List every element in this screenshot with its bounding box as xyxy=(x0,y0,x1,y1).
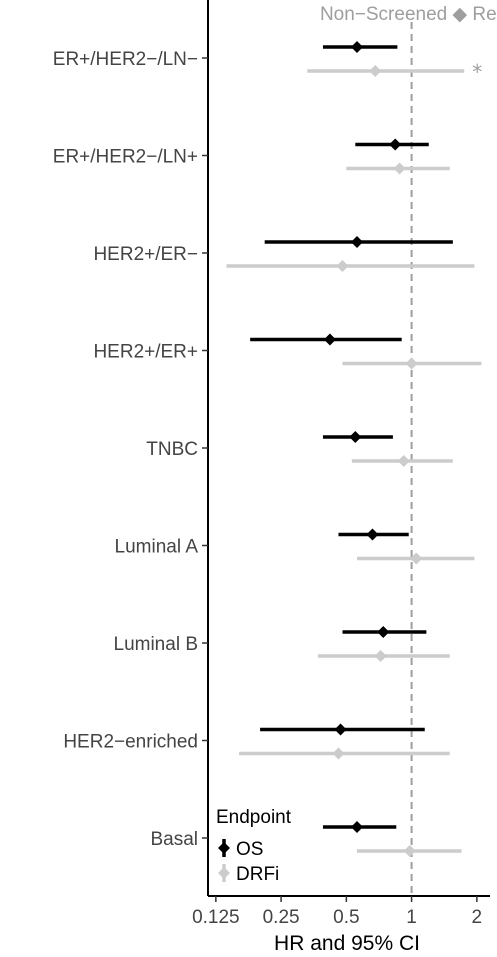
legend-os-label: OS xyxy=(236,839,263,860)
os-point xyxy=(351,41,364,53)
x-tick-label: 0.125 xyxy=(192,907,240,928)
drfi-point xyxy=(410,552,423,565)
category-label: Basal xyxy=(150,829,198,850)
drfi-point xyxy=(397,455,410,467)
x-tick-label: 2 xyxy=(472,907,483,928)
x-tick-label: 0.25 xyxy=(263,907,300,928)
category-label: Luminal A xyxy=(115,537,199,558)
legend-drfi-key xyxy=(218,867,230,879)
os-point xyxy=(323,333,336,346)
category-label: HER2+/ER+ xyxy=(93,342,198,363)
os-point xyxy=(351,821,364,833)
os-point xyxy=(351,236,364,248)
os-point xyxy=(349,431,362,443)
category-label: ER+/HER2−/LN− xyxy=(53,49,198,70)
drfi-point xyxy=(405,357,418,370)
category-label: HER2−enriched xyxy=(63,732,198,753)
category-label: HER2+/ER− xyxy=(93,244,198,265)
category-label: TNBC xyxy=(146,439,198,460)
x-tick-label: 0.5 xyxy=(333,907,359,928)
reference-label: Non−Screened ◆ Ref. xyxy=(320,4,497,25)
legend-drfi-label: DRFi xyxy=(236,864,279,885)
drfi-point xyxy=(332,747,345,760)
category-label: Luminal B xyxy=(114,634,199,655)
x-tick-label: 1 xyxy=(406,907,417,928)
drfi-point xyxy=(393,162,406,175)
legend-os-key xyxy=(218,842,230,854)
os-point xyxy=(366,528,379,541)
legend-title: Endpoint xyxy=(216,807,292,828)
category-label: ER+/HER2−/LN+ xyxy=(53,147,198,168)
os-point xyxy=(377,626,390,638)
os-point xyxy=(334,723,347,736)
drfi-point xyxy=(403,845,416,857)
drfi-point xyxy=(336,260,349,272)
significance-star: * xyxy=(472,60,482,84)
drfi-point xyxy=(374,650,387,662)
drfi-point xyxy=(369,65,382,77)
x-axis-title: HR and 95% CI xyxy=(274,932,420,955)
os-point xyxy=(389,138,402,151)
